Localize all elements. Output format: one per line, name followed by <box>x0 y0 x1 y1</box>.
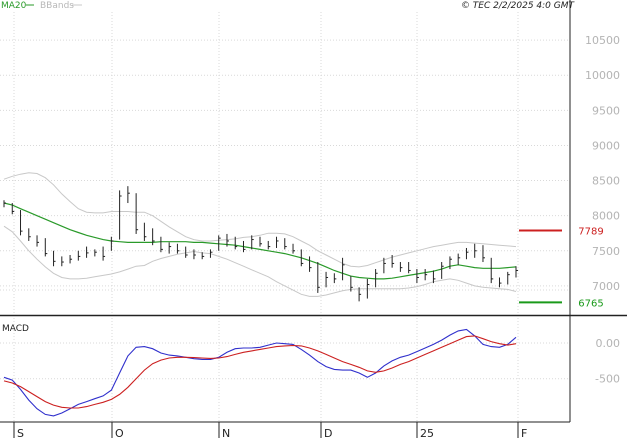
price-bar <box>209 249 213 258</box>
price-bar <box>432 270 436 284</box>
price-bar <box>267 240 271 250</box>
macd-title: MACD <box>2 324 29 334</box>
macd-lines <box>3 328 517 417</box>
y-tick-label: 9500 <box>592 104 620 117</box>
price-bar <box>300 249 304 267</box>
price-bar <box>515 266 518 278</box>
price-bar <box>482 245 485 263</box>
price-bar <box>3 200 6 208</box>
x-tick-label: 25 <box>420 427 434 440</box>
price-bar <box>284 238 287 250</box>
bband-line <box>3 225 517 297</box>
price-bar <box>507 271 510 285</box>
support-label: 6765 <box>578 298 603 309</box>
ma20-polyline <box>3 202 517 280</box>
price-bar <box>424 269 428 281</box>
price-bar <box>383 257 386 274</box>
price-bar <box>152 228 155 246</box>
price-bar <box>94 249 97 257</box>
legend-ma20: MA20 <box>1 1 27 11</box>
price-bar <box>193 249 196 260</box>
price-bar <box>102 246 106 261</box>
price-bar <box>226 233 229 247</box>
y-tick-label: 7500 <box>592 245 620 258</box>
legend-bbands: BBands <box>40 1 74 11</box>
price-bar <box>325 271 329 288</box>
x-tick-label: F <box>521 427 527 440</box>
price-bar <box>251 235 254 250</box>
price-bar <box>234 236 238 250</box>
price-bar <box>358 287 362 302</box>
price-bar <box>176 243 180 254</box>
price-bar <box>474 243 477 258</box>
price-bar <box>28 228 31 241</box>
price-bar <box>416 269 419 284</box>
price-bar <box>201 252 205 260</box>
price-bar <box>276 236 279 248</box>
price-bar <box>218 235 221 251</box>
price-bar <box>457 253 461 265</box>
x-tick-label: S <box>17 427 24 440</box>
price-bars <box>3 186 518 302</box>
price-bar <box>498 277 502 288</box>
y-tick-label: 8000 <box>592 210 620 223</box>
price-bar <box>317 262 320 293</box>
y-tick-label: 10500 <box>585 34 620 47</box>
price-bar <box>44 238 48 257</box>
price-bar <box>309 256 312 272</box>
price-bar <box>69 255 73 264</box>
price-bar <box>11 203 15 215</box>
price-bar <box>168 242 172 254</box>
price-bar <box>143 222 147 241</box>
price-bar <box>399 262 403 272</box>
price-bar <box>135 193 139 234</box>
price-bar <box>185 246 188 258</box>
source-timestamp: © TEC 2/2/2025 4:0 GMT <box>461 1 576 11</box>
price-bar <box>490 257 494 284</box>
price-bar <box>53 250 56 267</box>
price-bar <box>333 273 337 284</box>
ma20-line <box>3 202 517 280</box>
price-bar <box>86 246 89 258</box>
macd-polyline <box>3 328 517 417</box>
y-tick-label: 7000 <box>592 280 620 293</box>
price-bar <box>119 190 122 240</box>
price-bar <box>449 256 452 270</box>
price-bar <box>110 236 114 251</box>
price-bar <box>36 235 40 247</box>
y-tick-label: 8500 <box>592 175 620 188</box>
x-tick-label: N <box>222 427 230 440</box>
price-bar <box>77 250 81 261</box>
x-tick-label: O <box>115 427 124 440</box>
price-bar <box>391 255 395 268</box>
price-bar <box>20 210 23 236</box>
y-tick-label: 9000 <box>592 139 620 152</box>
price-bar <box>375 269 378 288</box>
price-bar <box>441 262 444 279</box>
price-bar <box>127 186 130 204</box>
resistance-label: 7789 <box>578 226 603 237</box>
bollinger-bands <box>3 172 517 297</box>
signal-polyline <box>3 335 517 409</box>
price-bar <box>465 247 469 260</box>
price-bar <box>160 236 163 253</box>
macd-tick-label: 0.00 <box>596 337 621 350</box>
macd-tick-label: -500 <box>595 373 620 386</box>
price-bar <box>366 278 370 299</box>
bband-line <box>3 172 517 268</box>
price-bar <box>342 257 345 281</box>
price-bar <box>292 243 296 254</box>
grid <box>0 12 570 436</box>
y-tick-label: 10000 <box>585 69 620 82</box>
price-bar <box>242 240 246 253</box>
x-tick-label: D <box>324 427 332 440</box>
price-levels: 7789 6765 <box>519 226 604 309</box>
price-bar <box>408 262 411 274</box>
price-bar <box>350 276 353 292</box>
price-bar <box>259 236 262 247</box>
price-bar <box>61 256 64 267</box>
